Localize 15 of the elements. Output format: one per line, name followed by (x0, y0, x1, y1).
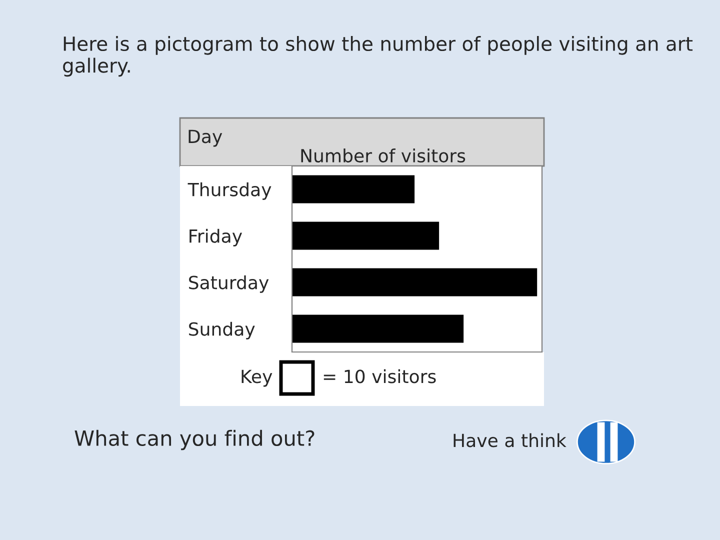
bar (292, 268, 538, 296)
text: Have a think (454, 433, 566, 448)
bar (292, 314, 464, 343)
text: = 10 visitors (324, 369, 436, 384)
y-axis-title: Day (188, 130, 222, 147)
y-tick-label: Saturday (189, 275, 269, 293)
y-tick-label: Friday (190, 228, 242, 246)
chart-title: Here is a pictogram to show the number of people visiting an art gallery. (63, 36, 693, 77)
y-tick-label: Sunday (189, 322, 255, 340)
bar (292, 222, 440, 250)
text: Key (242, 370, 272, 387)
bar (292, 175, 415, 204)
x-axis-title: Number of visitors (301, 148, 466, 163)
text: What can you find out? (74, 430, 314, 450)
y-tick-label: Thursday (188, 182, 272, 200)
